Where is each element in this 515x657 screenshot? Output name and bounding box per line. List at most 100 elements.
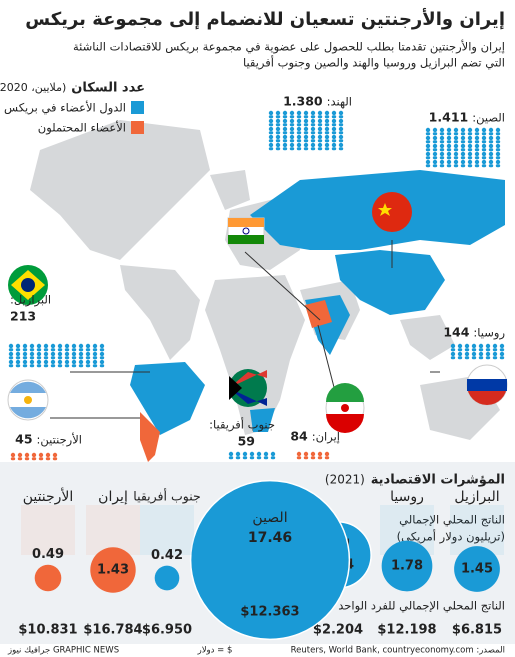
- person-icon: [425, 143, 431, 149]
- person-icon: [324, 126, 330, 132]
- person-icon: [50, 351, 56, 357]
- person-icon: [17, 452, 23, 458]
- person-icon: [464, 343, 470, 349]
- person-icon: [453, 135, 459, 141]
- person-icon: [453, 143, 459, 149]
- legend-label: الأعضاء المحتملون: [38, 121, 126, 136]
- person-icon-body: [425, 156, 431, 160]
- person-icon-body: [471, 348, 477, 352]
- person-icon-body: [296, 139, 302, 143]
- person-icon-body: [485, 348, 491, 352]
- person-icon: [50, 359, 56, 365]
- economy-title: المؤشرات الاقتصادية: [371, 473, 505, 488]
- person-icon: [289, 134, 295, 140]
- person-icon-body: [270, 456, 276, 460]
- person-icon-body: [460, 164, 466, 168]
- person-icon: [92, 351, 98, 357]
- person-icon: [331, 110, 337, 116]
- person-icon: [310, 451, 316, 457]
- person-icon-body: [492, 356, 498, 360]
- flag-china: [372, 192, 412, 232]
- person-icon-body: [460, 148, 466, 152]
- person-icon: [242, 451, 248, 457]
- person-icon: [282, 134, 288, 140]
- person-icon: [29, 343, 35, 349]
- person-icon-body: [268, 123, 274, 127]
- person-icon-body: [296, 131, 302, 135]
- gdppc-value: $12.198: [377, 623, 436, 638]
- person-icon-body: [296, 115, 302, 119]
- person-icon: [478, 343, 484, 349]
- person-icon: [22, 351, 28, 357]
- person-icon-body: [324, 139, 330, 143]
- person-icon: [78, 343, 84, 349]
- person-icon: [43, 343, 49, 349]
- south-east-asia: [400, 315, 455, 360]
- gdp-bubble: [154, 565, 180, 591]
- person-icon-body: [99, 364, 105, 368]
- person-icon: [453, 127, 459, 133]
- person-icon: [495, 151, 501, 157]
- flag-russia: [466, 364, 508, 406]
- person-icon-body: [275, 139, 281, 143]
- population-value: 1.380: [283, 94, 323, 109]
- person-icon-body: [474, 156, 480, 160]
- person-icon: [492, 351, 498, 357]
- person-icon: [471, 343, 477, 349]
- person-icon: [460, 151, 466, 157]
- person-icon: [331, 134, 337, 140]
- person-icon: [71, 359, 77, 365]
- person-icon: [99, 343, 105, 349]
- person-icon-body: [495, 156, 501, 160]
- argentina-shape: [140, 412, 160, 462]
- person-icon: [303, 134, 309, 140]
- person-icon-body: [310, 456, 316, 460]
- person-icon: [303, 142, 309, 148]
- person-icon-body: [10, 457, 16, 461]
- person-icon-body: [467, 164, 473, 168]
- person-icon: [296, 110, 302, 116]
- person-icon-body: [43, 348, 49, 352]
- population-value: 213: [10, 309, 36, 324]
- gdp-bubble: [34, 564, 62, 592]
- person-icon-body: [99, 356, 105, 360]
- person-icon: [485, 351, 491, 357]
- person-icon-body: [485, 356, 491, 360]
- country-name: روسيا: [390, 489, 424, 505]
- person-icon-body: [256, 456, 262, 460]
- person-icon-body: [474, 132, 480, 136]
- north-america: [30, 120, 210, 260]
- person-icon: [495, 159, 501, 165]
- person-icon-body: [92, 356, 98, 360]
- leader-line: [244, 251, 321, 321]
- china-shape: [335, 250, 445, 315]
- gdp-value: 1.43: [97, 563, 129, 578]
- flag-south-africa: [229, 369, 267, 407]
- person-icon: [71, 343, 77, 349]
- person-icon: [85, 351, 91, 357]
- person-icon: [36, 359, 42, 365]
- person-icon: [432, 143, 438, 149]
- person-icon: [324, 451, 330, 457]
- person-icon-body: [22, 356, 28, 360]
- person-icon: [488, 135, 494, 141]
- person-icon: [289, 142, 295, 148]
- person-icon: [467, 159, 473, 165]
- person-icon: [99, 351, 105, 357]
- person-icon-body: [432, 164, 438, 168]
- person-icon-body: [78, 356, 84, 360]
- gdp-value: 0.49: [32, 547, 64, 562]
- person-icon-body: [338, 139, 344, 143]
- population-value: 84: [290, 429, 308, 444]
- flags: [7, 192, 508, 433]
- country-name: إيران: [98, 489, 128, 505]
- person-icon-body: [425, 140, 431, 144]
- gdppc-value: $12.363: [240, 605, 299, 620]
- person-icon-body: [331, 123, 337, 127]
- person-icon-body: [488, 148, 494, 152]
- person-icon-body: [478, 348, 484, 352]
- gdp-bubble: [454, 546, 500, 592]
- person-icon-body: [22, 348, 28, 352]
- person-icon: [228, 451, 234, 457]
- person-icon: [446, 127, 452, 133]
